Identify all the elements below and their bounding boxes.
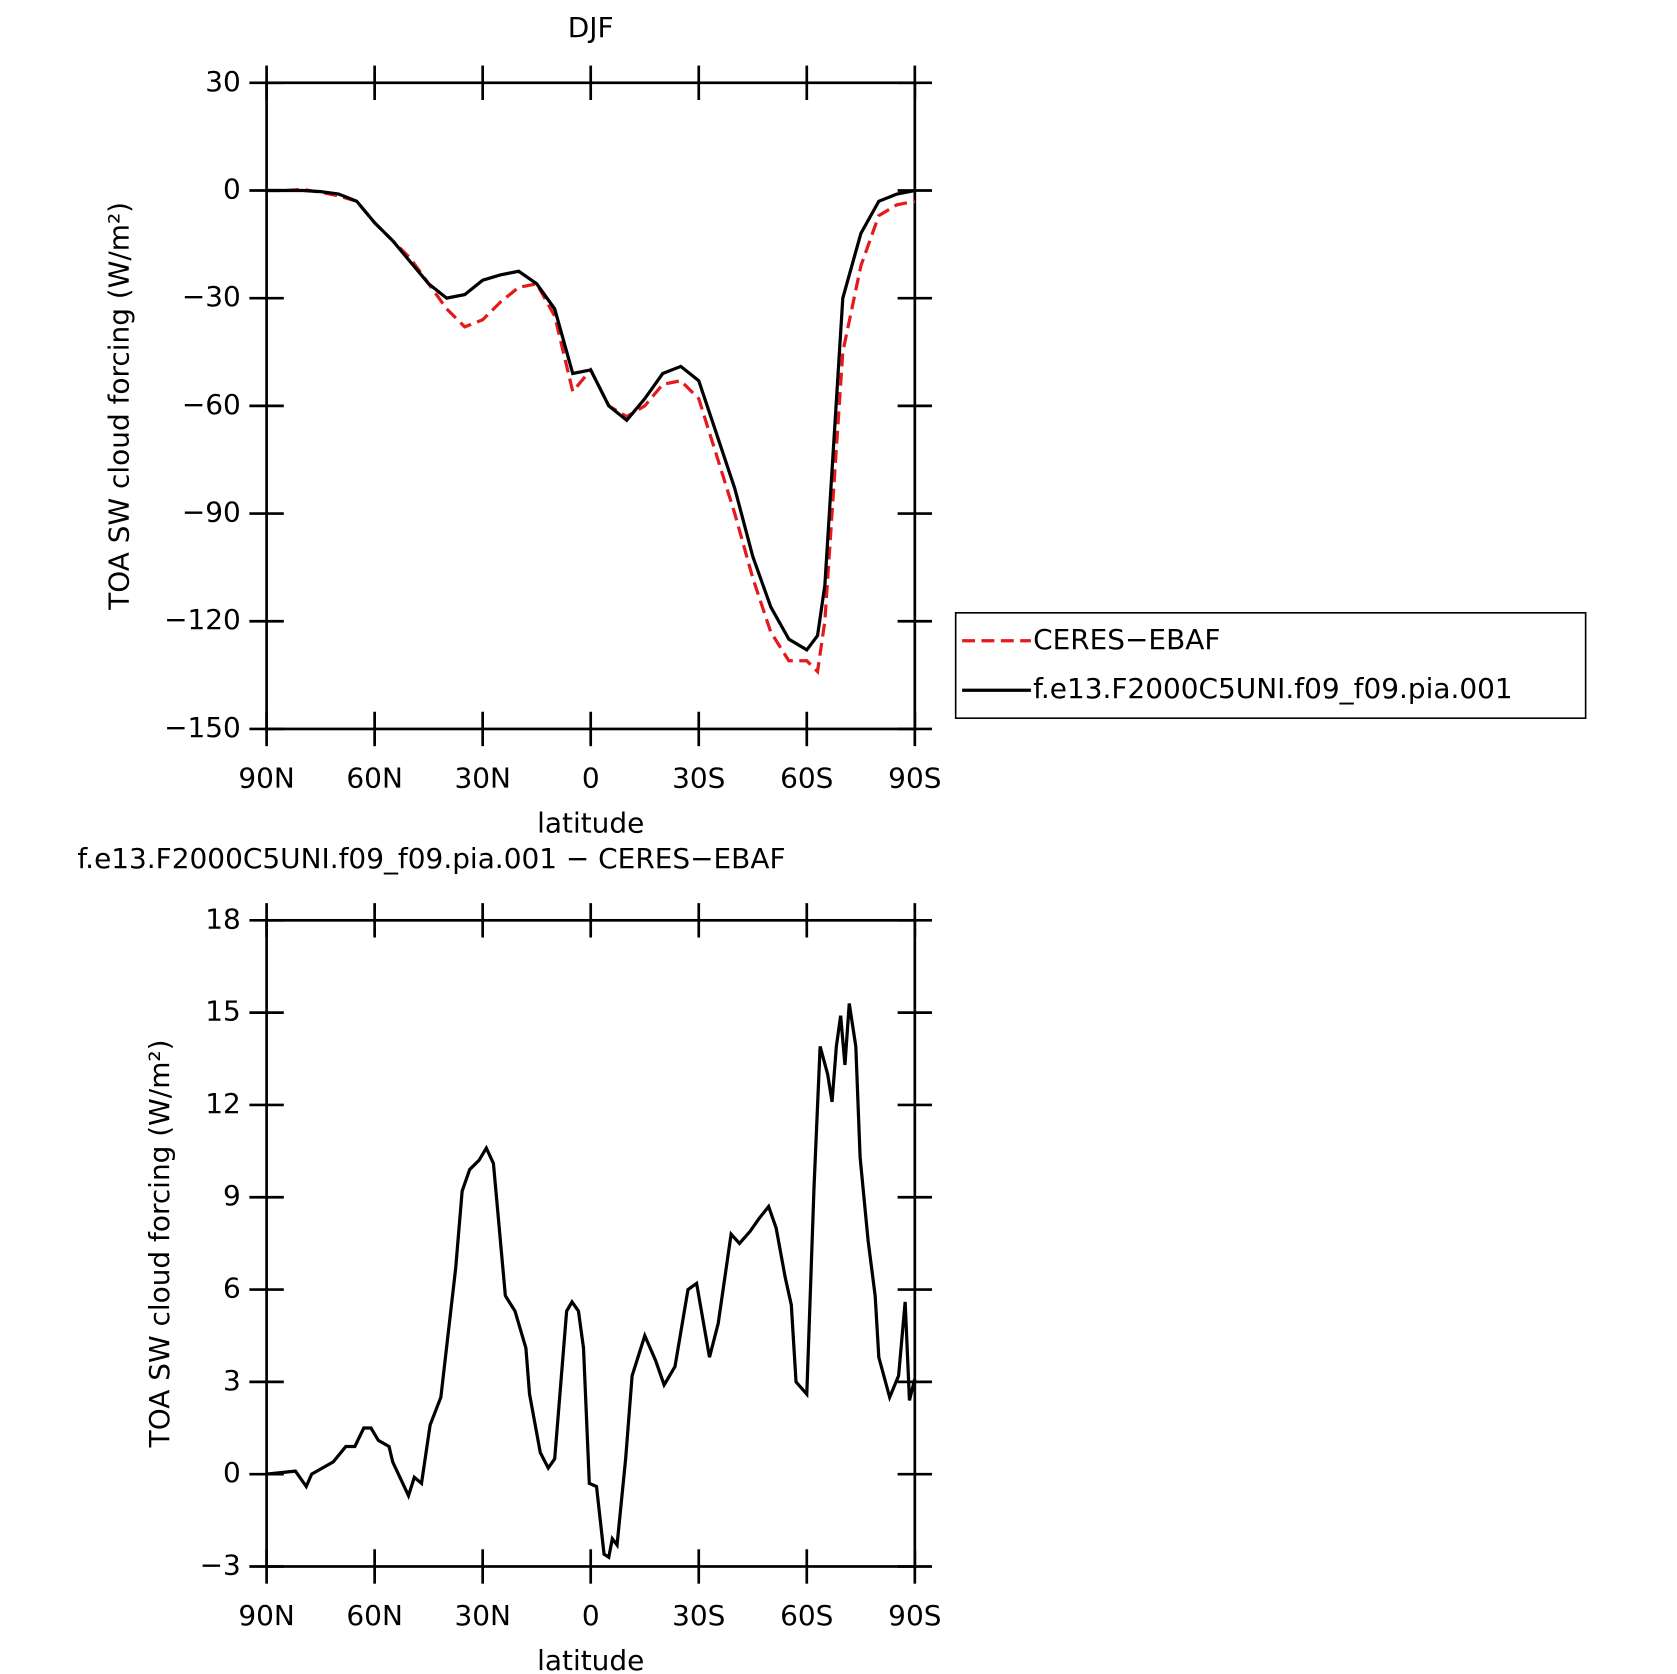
x-tick-label: 60S <box>780 761 833 794</box>
y-tick-label: 3 <box>223 1364 241 1397</box>
y-tick-label: −3 <box>200 1548 241 1581</box>
y-tick-label: −30 <box>182 280 241 313</box>
chart-title: DJF <box>568 11 614 44</box>
x-tick-label: 60N <box>346 761 402 794</box>
y-tick-label: 15 <box>205 995 241 1028</box>
y-tick-label: −90 <box>182 496 241 529</box>
x-tick-label: 60S <box>780 1599 833 1632</box>
legend-label: CERES−EBAF <box>1033 623 1220 656</box>
y-tick-label: 0 <box>223 1456 241 1489</box>
y-tick-label: 9 <box>223 1179 241 1212</box>
plot-frame <box>265 918 917 1568</box>
data-line <box>266 187 916 675</box>
x-tick-label: 30N <box>454 1599 510 1632</box>
x-tick-label: 60N <box>346 1599 402 1632</box>
y-tick-label: 18 <box>205 902 241 935</box>
legend-label: f.e13.F2000C5UNI.f09_f09.pia.001 <box>1033 672 1513 705</box>
y-tick-label: 30 <box>205 65 241 98</box>
x-tick-label: 30S <box>672 1599 725 1632</box>
y-axis-label: TOA SW cloud forcing (W/m²) <box>102 202 135 611</box>
x-axis-label: latitude <box>537 1644 644 1674</box>
y-axis-label: TOA SW cloud forcing (W/m²) <box>143 1039 176 1448</box>
x-tick-label: 90N <box>238 1599 294 1632</box>
x-tick-label: 90N <box>238 761 294 794</box>
y-tick-label: 6 <box>223 1272 241 1305</box>
y-tick-label: −60 <box>182 388 241 421</box>
x-tick-label: 30N <box>454 761 510 794</box>
y-tick-label: 0 <box>223 172 241 205</box>
x-tick-label: 0 <box>582 761 600 794</box>
y-tick-label: 12 <box>205 1087 241 1120</box>
data-line <box>266 188 916 653</box>
x-tick-label: 90S <box>888 761 941 794</box>
y-tick-label: −120 <box>164 603 241 636</box>
x-tick-label: 0 <box>582 1599 600 1632</box>
y-tick-label: −150 <box>164 711 241 744</box>
x-tick-label: 90S <box>888 1599 941 1632</box>
legend-box <box>954 612 1587 720</box>
data-line <box>266 1003 917 1560</box>
x-axis-label: latitude <box>537 807 644 840</box>
chart-title: f.e13.F2000C5UNI.f09_f09.pia.001 − CERES… <box>77 842 785 875</box>
x-tick-label: 30S <box>672 761 725 794</box>
